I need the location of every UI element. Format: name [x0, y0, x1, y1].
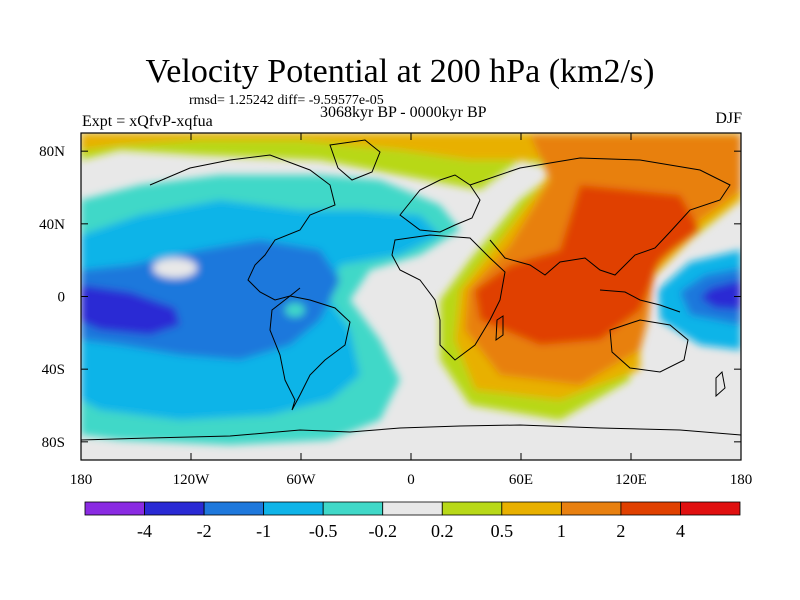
- lon-tick-label: 60E: [509, 472, 533, 488]
- map-title: Velocity Potential at 200 hPa (km2/s): [145, 53, 655, 90]
- stats-text: rmsd= 1.25242 diff= -9.59577e-05: [189, 93, 384, 108]
- colorbar-label: 2: [616, 521, 625, 541]
- contour-blob: [153, 258, 197, 278]
- coast-europe: [399, 174, 481, 233]
- coastlines: [81, 139, 741, 441]
- coast-new-zealand: [715, 370, 726, 398]
- coast-indonesia: [599, 289, 681, 313]
- latitude-axis: 80N 40N 0 40S 80S: [39, 144, 741, 451]
- coast-asia: [469, 157, 731, 276]
- colorbar-boxes: [84, 501, 741, 516]
- colorbar-box: [680, 501, 741, 516]
- lon-tick-label: 180: [730, 472, 753, 488]
- lon-tick-label: 180: [70, 472, 93, 488]
- lat-tick-label: 80S: [42, 435, 65, 451]
- colorbar-label: -0.2: [368, 521, 397, 541]
- colorbar-box: [441, 501, 503, 516]
- lon-tick-label: 120W: [173, 472, 211, 488]
- colorbar-label: -4: [137, 521, 152, 541]
- contour-band-2: [475, 185, 700, 345]
- coast-madagascar: [495, 315, 504, 342]
- contour-band-neg-2: [81, 285, 180, 335]
- colorbar-label: 0.2: [431, 521, 454, 541]
- colorbar-box: [263, 501, 324, 516]
- colorbar-box: [620, 501, 681, 516]
- colorbar-box: [382, 501, 443, 516]
- colorbar-label: -2: [197, 521, 212, 541]
- colorbar-box: [560, 501, 622, 516]
- colorbar-label: 4: [676, 521, 685, 541]
- season-label: DJF: [715, 110, 742, 127]
- coast-south-america: [269, 295, 351, 411]
- colorbar-box: [144, 501, 205, 516]
- lon-tick-label: 60W: [286, 472, 316, 488]
- lat-tick-label: 80N: [39, 144, 65, 160]
- coast-antarctica: [81, 424, 741, 441]
- coast-greenland: [329, 139, 381, 181]
- colorbar-label: -1: [256, 521, 271, 541]
- experiment-label: Expt = xQfvP-xqfua: [82, 113, 213, 130]
- longitude-axis: 180 120W 60W 0 60E 120E 180: [70, 133, 753, 488]
- contour-field: [81, 133, 741, 460]
- colorbar-label: 1: [557, 521, 566, 541]
- colorbar-labels: -4 -2 -1 -0.5 -0.2 0.2 0.5 1 2 4: [137, 521, 685, 541]
- coast-africa: [391, 234, 506, 361]
- lat-tick-label: 40N: [39, 217, 65, 233]
- colorbar-box: [84, 501, 145, 516]
- colorbar-label: 0.5: [491, 521, 514, 541]
- period-label: 3068kyr BP - 0000kyr BP: [320, 104, 487, 121]
- lat-tick-label: 40S: [42, 362, 65, 378]
- colorbar-box: [203, 501, 265, 516]
- coast-north-america: [149, 154, 336, 301]
- lon-tick-label: 120E: [615, 472, 647, 488]
- contour-band-neg-4-east: [700, 280, 741, 310]
- lon-tick-label: 0: [407, 472, 415, 488]
- colorbar-label: -0.5: [309, 521, 338, 541]
- colorbar-box: [501, 501, 562, 516]
- colorbar-box: [322, 501, 384, 516]
- coast-australia: [609, 319, 689, 373]
- contour-blob: [285, 303, 305, 317]
- lat-tick-label: 0: [58, 290, 66, 306]
